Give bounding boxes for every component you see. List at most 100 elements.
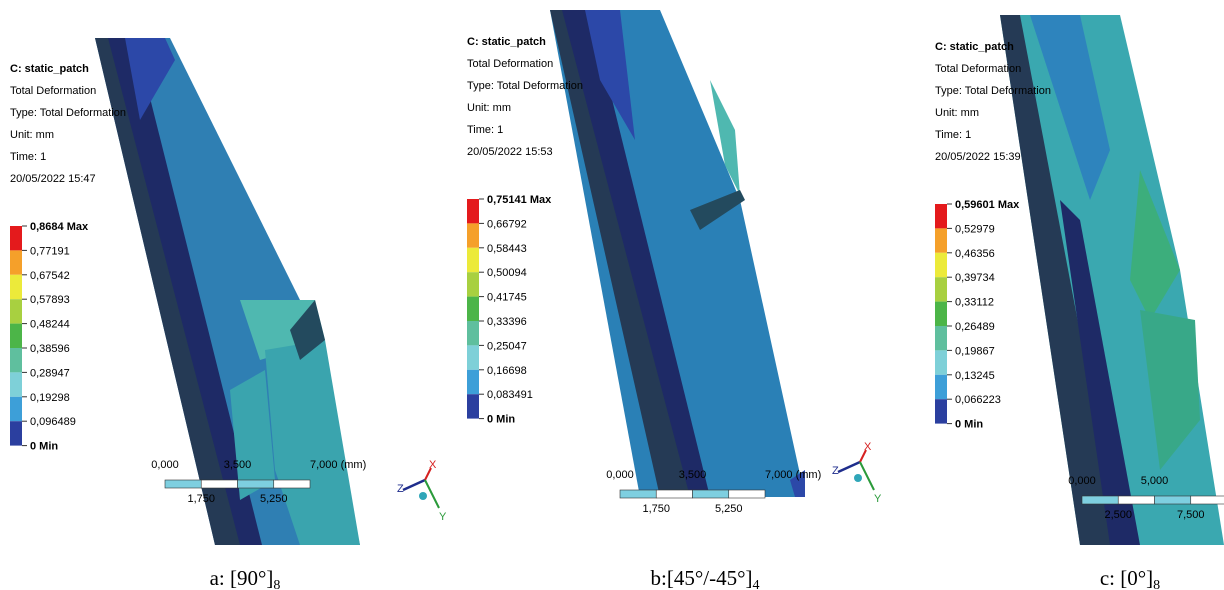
legend-swatch — [467, 321, 479, 345]
triad-origin — [854, 474, 862, 482]
legend-swatch — [10, 421, 22, 445]
legend-swatch — [935, 399, 947, 423]
header-line: Total Deformation — [935, 63, 1021, 75]
legend-label: 0,59601 Max — [955, 199, 1020, 211]
legend-label: 0,50094 — [487, 267, 527, 279]
legend-label: 0 Min — [955, 419, 983, 431]
triad-label: Y — [439, 511, 447, 523]
scale-bar — [1191, 496, 1224, 504]
caption: b:[45°/-45°]4 — [651, 566, 760, 590]
legend-label: 0 Min — [30, 441, 58, 453]
scale-label: 5,250 — [260, 493, 288, 505]
scale-bar — [274, 480, 310, 488]
caption-sub: 4 — [752, 578, 759, 590]
scale-label: 3,500 — [679, 469, 707, 481]
legend-label: 0,16698 — [487, 365, 527, 377]
legend-swatch — [467, 297, 479, 321]
caption-sub: 8 — [273, 578, 280, 590]
header-title: C: static_patch — [935, 41, 1014, 53]
scale-bar — [729, 490, 765, 498]
caption-text: a: [90°] — [210, 566, 274, 590]
header-line: Time: 1 — [10, 151, 46, 163]
legend-swatch — [935, 228, 947, 252]
legend-label: 0,77191 — [30, 245, 70, 257]
header-title: C: static_patch — [10, 63, 89, 75]
header-line: Type: Total Deformation — [935, 85, 1051, 97]
legend-label: 0,066223 — [955, 394, 1001, 406]
header-line: 20/05/2022 15:47 — [10, 173, 96, 185]
legend-label: 0,46356 — [955, 248, 995, 260]
legend-label: 0,33112 — [955, 297, 994, 309]
header-line: Type: Total Deformation — [10, 107, 126, 119]
axis-y — [860, 462, 874, 490]
header-line: 20/05/2022 15:53 — [467, 146, 553, 158]
legend-label: 0,52979 — [955, 223, 995, 235]
legend-swatch — [467, 223, 479, 247]
scale-bar — [201, 480, 237, 488]
legend-label: 0,13245 — [955, 370, 995, 382]
header-line: Total Deformation — [10, 85, 96, 97]
scale-label: 3,500 — [224, 459, 252, 471]
scale-bar — [620, 490, 656, 498]
legend-swatch — [935, 204, 947, 228]
legend-swatch — [467, 199, 479, 223]
scale-label: 7,500 — [1177, 509, 1205, 521]
legend-label: 0 Min — [487, 414, 515, 426]
legend-label: 0,67542 — [30, 270, 70, 282]
legend-label: 0,25047 — [487, 340, 527, 352]
legend-label: 0,75141 Max — [487, 194, 552, 206]
scale-bar — [1118, 496, 1154, 504]
scale-bar — [165, 480, 201, 488]
triad-label: Z — [397, 483, 404, 495]
legend-swatch — [935, 277, 947, 301]
legend-label: 0,38596 — [30, 343, 70, 355]
legend-swatch — [467, 272, 479, 296]
triad-label: X — [864, 441, 872, 453]
legend-swatch — [10, 250, 22, 274]
axis-z — [403, 480, 425, 490]
legend-swatch — [935, 253, 947, 277]
scale-label: 0,000 — [1068, 475, 1096, 487]
triad-label: X — [429, 459, 437, 471]
legend-swatch — [10, 372, 22, 396]
triad-label: Z — [832, 465, 839, 477]
header-line: Unit: mm — [10, 129, 54, 141]
caption-text: c: [0°] — [1100, 566, 1153, 590]
legend-label: 0,39734 — [955, 272, 995, 284]
scale-label: 0,000 — [151, 459, 179, 471]
header-line: Total Deformation — [467, 58, 553, 70]
triad-label: Y — [874, 493, 882, 505]
scale-label: 5,000 — [1141, 475, 1169, 487]
header-line: Unit: mm — [467, 102, 511, 114]
scale-label: 7,000 (mm) — [765, 469, 821, 481]
legend-label: 0,57893 — [30, 294, 70, 306]
header-line: Unit: mm — [935, 107, 979, 119]
figure: C: static_patch Total Deformation Type: To… — [0, 0, 1224, 590]
axis-z — [838, 462, 860, 472]
scale-label: 0,000 — [606, 469, 634, 481]
legend-swatch — [10, 324, 22, 348]
legend-label: 0,083491 — [487, 389, 533, 401]
page: C: static_patch Total Deformation Type: To… — [0, 0, 1224, 590]
scale-label: 1,750 — [642, 503, 670, 515]
legend-label: 0,26489 — [955, 321, 995, 333]
legend-swatch — [10, 348, 22, 372]
legend-swatch — [935, 375, 947, 399]
legend-swatch — [935, 350, 947, 374]
scale-bar — [1082, 496, 1118, 504]
caption-text: b:[45°/-45°] — [651, 566, 753, 590]
legend-label: 0,58443 — [487, 243, 527, 255]
legend-label: 0,33396 — [487, 316, 527, 328]
legend-swatch — [467, 370, 479, 394]
legend-swatch — [467, 248, 479, 272]
scale-label: 5,250 — [715, 503, 743, 515]
header-line: Type: Total Deformation — [467, 80, 583, 92]
header-line: Time: 1 — [935, 129, 971, 141]
legend-swatch — [10, 275, 22, 299]
legend-label: 0,19867 — [955, 345, 995, 357]
scale-bar — [656, 490, 692, 498]
axis-y — [425, 480, 439, 508]
legend-swatch — [935, 326, 947, 350]
scale-bar — [1155, 496, 1191, 504]
legend-swatch — [935, 302, 947, 326]
